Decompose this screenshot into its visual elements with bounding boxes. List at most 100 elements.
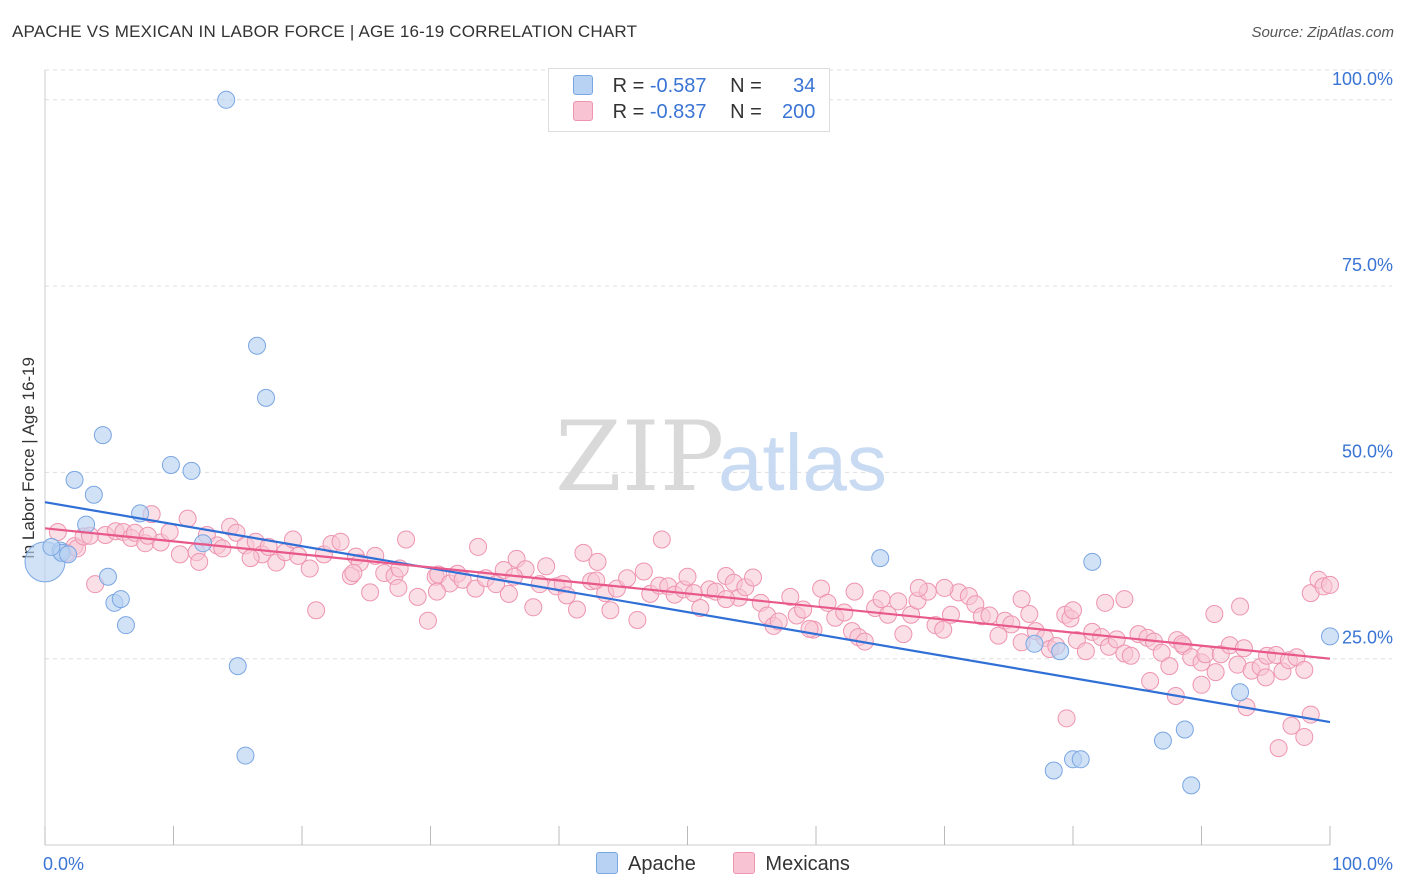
y-axis-label: In Labor Force | Age 16-19: [19, 357, 38, 559]
mexicans-point: [170, 545, 189, 564]
watermark-zip: ZIP: [555, 401, 724, 513]
series-legend: Apache Mexicans: [596, 852, 882, 876]
apache-point: [228, 657, 247, 676]
mexicans-point: [1002, 615, 1021, 634]
mexicans-point: [524, 598, 543, 617]
mexicans-point: [160, 523, 179, 542]
mexicans-point: [537, 557, 556, 576]
mexicans-point: [889, 592, 908, 611]
x-tick-labels: 0.0% 100.0%: [43, 854, 1393, 874]
mexicans-point: [397, 530, 416, 549]
mexicans-point: [1205, 604, 1224, 623]
mexicans-point: [1160, 657, 1179, 676]
apache-point: [871, 549, 890, 568]
apache-point: [98, 567, 117, 586]
apache-point: [42, 537, 61, 556]
mexicans-point: [1231, 597, 1250, 616]
mexicans-point: [835, 603, 854, 622]
mexicans-point: [845, 582, 864, 601]
apache-point: [111, 590, 130, 609]
mexicans-point: [935, 578, 954, 597]
apache-point: [1153, 731, 1172, 750]
y-tick-label: 50.0%: [1342, 441, 1393, 461]
apache-point: [248, 336, 267, 355]
n-label: N =: [730, 101, 762, 123]
r-label: R =: [612, 101, 645, 123]
chart-title: APACHE VS MEXICAN IN LABOR FORCE | AGE 1…: [12, 22, 638, 41]
mexicans-point: [567, 600, 586, 619]
mexicans-point: [241, 549, 260, 568]
mexicans-point: [980, 606, 999, 625]
mexicans-point: [300, 559, 319, 578]
apache-point: [93, 426, 112, 445]
apache-point: [182, 461, 201, 480]
mexicans-point: [408, 587, 427, 606]
y-tick-label: 25.0%: [1342, 628, 1393, 648]
mexicans-point: [344, 564, 363, 583]
apache-point: [1182, 776, 1201, 795]
mexicans-point: [909, 578, 928, 597]
mexicans-point: [1121, 646, 1140, 665]
mexicans-point: [601, 601, 620, 620]
apache-point: [1071, 750, 1090, 769]
mexicans-point: [418, 611, 437, 630]
y-tick-labels: 25.0% 50.0% 75.0% 100.0%: [1332, 69, 1393, 648]
apache-point: [1051, 642, 1070, 661]
mexicans-point: [331, 532, 350, 551]
legend-item-apache[interactable]: Apache: [596, 852, 696, 876]
mexicans-point: [1115, 590, 1134, 609]
mexicans-point: [190, 552, 209, 571]
mexicans-point: [989, 626, 1008, 645]
apache-legend-label: Apache: [628, 853, 696, 875]
apache-point: [1231, 683, 1250, 702]
mexicans-point: [48, 523, 67, 542]
apache-point: [236, 746, 255, 765]
mexicans-swatch: [573, 101, 593, 121]
mexicans-point: [389, 578, 408, 597]
apache-point: [65, 470, 84, 489]
mexicans-point: [1269, 739, 1288, 758]
mexicans-point: [1141, 672, 1160, 691]
apache-point: [1321, 627, 1339, 646]
mexicans-point: [1295, 660, 1314, 679]
apache-point: [116, 616, 135, 635]
mexicans-point: [781, 587, 800, 606]
mexicans-point: [1057, 709, 1076, 728]
apache-points: [24, 90, 1339, 795]
mexicans-point: [1152, 643, 1171, 662]
mexicans-point: [1192, 675, 1211, 694]
apache-swatch: [573, 75, 593, 95]
apache-point: [84, 485, 103, 504]
stats-legend: R = -0.587 N = 34 R = -0.837 N = 200: [548, 68, 830, 132]
mexicans-point: [588, 552, 607, 571]
watermark: ZIP atlas: [555, 401, 887, 513]
mexicans-point: [427, 582, 446, 601]
legend-item-mexicans[interactable]: Mexicans: [733, 852, 850, 876]
mexicans-point: [1012, 590, 1031, 609]
apache-point: [257, 388, 276, 407]
legend-row-apache: R = -0.587 N = 34: [573, 75, 815, 99]
r-value: -0.837: [649, 101, 707, 123]
mexicans-point: [1206, 663, 1225, 682]
mexicans-point: [872, 590, 891, 609]
apache-point: [1044, 761, 1063, 780]
apache-trend-line: [44, 501, 1331, 724]
apache-point: [1175, 720, 1194, 739]
mexicans-point: [1107, 630, 1126, 649]
n-value: 200: [781, 101, 816, 123]
mexicans-point: [1295, 727, 1314, 746]
apache-point: [1083, 552, 1102, 571]
mexicans-point: [934, 620, 953, 639]
watermark-atlas: atlas: [718, 418, 887, 507]
apache-point: [161, 455, 180, 474]
mexicans-point: [499, 584, 518, 603]
legend-row-mexicans: R = -0.837 N = 200: [573, 101, 815, 125]
mexicans-point: [618, 569, 637, 588]
mexicans-point: [1076, 642, 1095, 661]
mexicans-point: [628, 610, 647, 629]
mexicans-point: [1256, 668, 1275, 687]
mexicans-point: [469, 537, 488, 556]
mexicans-point: [1020, 604, 1039, 623]
mexicans-point: [652, 530, 671, 549]
